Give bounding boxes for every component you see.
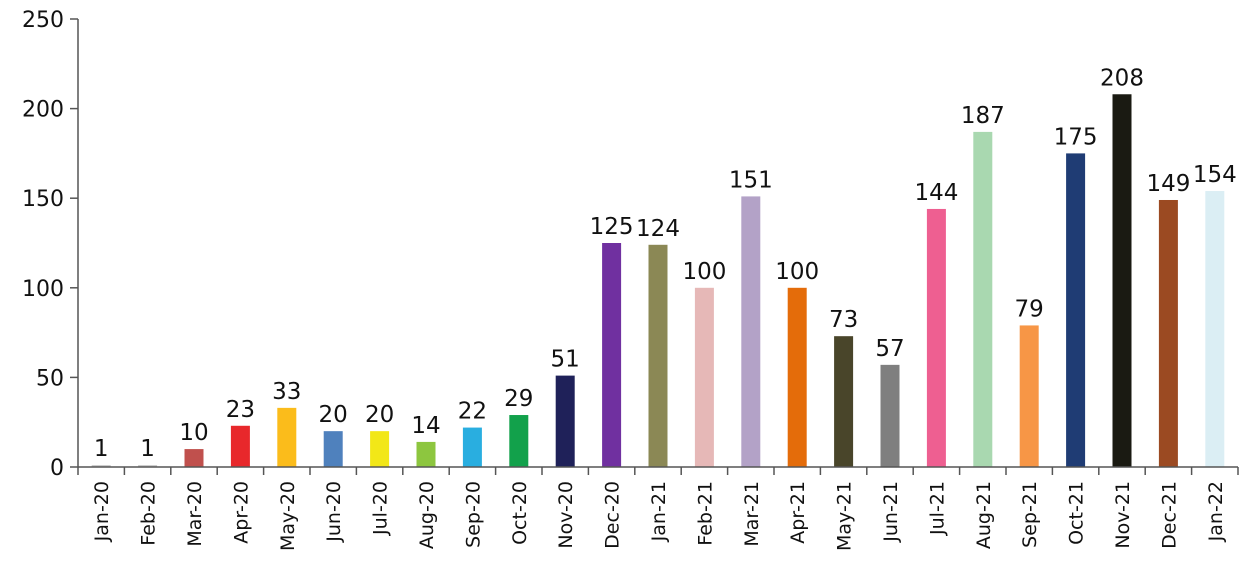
data-label-may-21: 73 [829,307,858,333]
x-tick-label-jul-20: Jul-20 [370,481,392,536]
bar-sep-20 [462,427,482,467]
data-label-sep-20: 22 [458,399,487,425]
x-tick-label-aug-20: Aug-20 [416,481,438,549]
data-label-jul-20: 20 [365,402,394,428]
data-label-jan-22: 154 [1193,162,1237,188]
x-tick-label-dec-20: Dec-20 [602,481,624,549]
x-tick-label-jun-21: Jun-21 [880,481,902,543]
data-label-aug-20: 14 [411,413,440,439]
x-tick-label-may-21: May-21 [834,481,856,551]
data-label-feb-21: 100 [682,259,726,285]
data-label-aug-21: 187 [961,103,1005,129]
data-label-jul-21: 144 [914,180,958,206]
x-tick-label-jun-20: Jun-20 [323,481,345,543]
bar-jan-20 [91,465,111,467]
x-tick-label-nov-21: Nov-21 [1112,481,1134,549]
bar-aug-21 [973,131,993,467]
x-tick-label-sep-20: Sep-20 [462,481,484,548]
data-label-dec-21: 149 [1146,171,1190,197]
x-tick-label-dec-21: Dec-21 [1158,481,1180,549]
y-tick-label: 0 [50,456,64,481]
x-tick-label-apr-20: Apr-20 [230,481,252,544]
x-tick-label-feb-21: Feb-21 [694,481,716,546]
x-tick-label-mar-20: Mar-20 [184,481,206,547]
bar-oct-21 [1066,153,1086,467]
data-label-nov-20: 51 [551,347,580,373]
data-label-oct-21: 175 [1054,124,1098,150]
data-label-nov-21: 208 [1100,65,1144,91]
bar-nov-20 [555,375,575,467]
bar-oct-20 [509,415,529,467]
bar-jun-21 [880,364,900,467]
y-tick-label: 100 [22,277,64,302]
x-tick-label-apr-21: Apr-21 [787,481,809,544]
bar-apr-20 [230,425,250,467]
x-tick-label-oct-20: Oct-20 [509,481,531,545]
x-tick-label-nov-20: Nov-20 [555,481,577,549]
x-tick-label-jul-21: Jul-21 [926,481,948,536]
y-tick-label: 250 [22,8,64,33]
bar-jan-22 [1205,191,1225,468]
bar-feb-21 [694,287,714,467]
bar-jul-21 [926,208,946,467]
x-axis-labels: Jan-20 Feb-20 Mar-20 Apr-20 May-20 Jun-20 Jul-… [77,467,1239,551]
bars [91,94,1225,468]
x-tick-label-jan-22: Jan-22 [1205,481,1227,542]
data-label-jan-20: 1 [94,436,109,462]
data-label-jun-20: 20 [319,402,348,428]
bar-may-20 [277,407,297,467]
x-tick-label-jan-21: Jan-21 [648,481,670,542]
x-tick-label-oct-21: Oct-21 [1066,481,1088,545]
data-label-mar-21: 151 [729,167,773,193]
bar-mar-21 [741,196,761,467]
y-tick-label: 50 [36,366,64,391]
bar-feb-20 [138,465,158,467]
data-label-apr-20: 23 [226,397,255,423]
bar-aug-20 [416,441,436,467]
y-axis-ticks: 0 50 100 150 200 250 [22,8,78,481]
x-tick-label-feb-20: Feb-20 [138,481,160,546]
x-tick-label-sep-21: Sep-21 [1019,481,1041,548]
x-tick-label-mar-21: Mar-21 [741,481,763,547]
x-tick-label-jan-20: Jan-20 [91,481,113,542]
bar-may-21 [834,336,854,467]
bar-apr-21 [787,287,807,467]
data-label-jan-21: 124 [636,216,680,242]
bar-jul-20 [370,431,390,467]
data-label-dec-20: 125 [590,214,634,240]
y-tick-label: 150 [22,187,64,212]
data-label-jun-21: 57 [875,336,904,362]
x-tick-label-may-20: May-20 [277,481,299,551]
bar-mar-20 [184,449,204,467]
data-label-apr-21: 100 [775,259,819,285]
data-label-oct-20: 29 [504,386,533,412]
bar-dec-20 [602,243,622,467]
bar-jun-20 [323,431,343,467]
data-label-may-20: 33 [272,379,301,405]
x-tick-label-aug-21: Aug-21 [973,481,995,549]
bar-nov-21 [1112,94,1132,467]
bar-jan-21 [648,244,668,467]
data-label-mar-20: 10 [179,420,208,446]
y-tick-label: 200 [22,98,64,123]
bar-sep-21 [1019,325,1039,467]
data-label-sep-21: 79 [1015,296,1044,322]
data-label-feb-20: 1 [140,436,155,462]
bar-dec-21 [1158,199,1178,467]
